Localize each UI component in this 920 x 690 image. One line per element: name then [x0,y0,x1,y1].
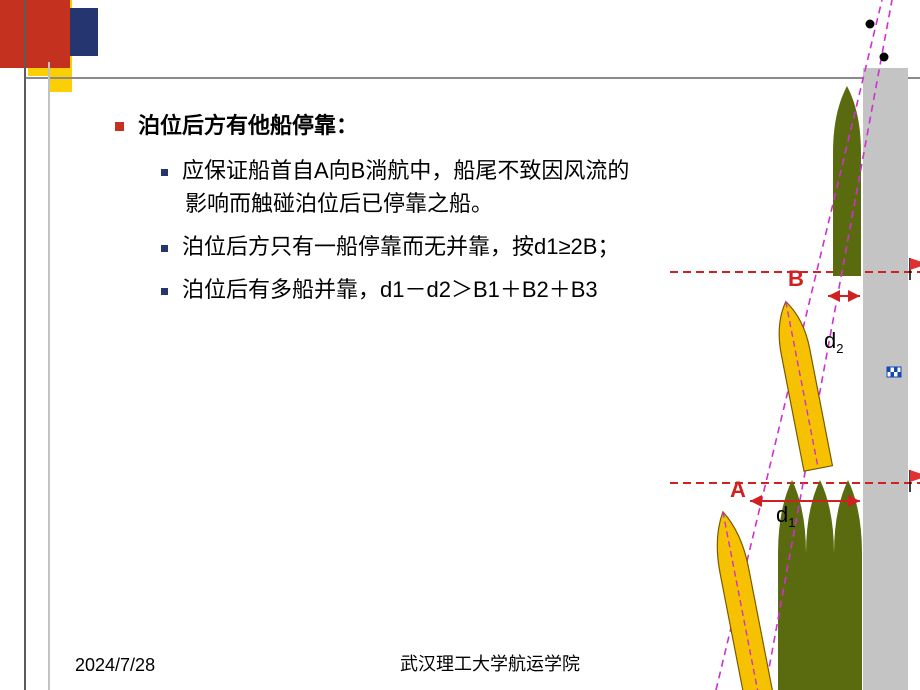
decor-red [0,0,70,68]
header-rule [26,77,920,79]
footer-org: 武汉理工大学航运学院 [400,650,580,676]
list-item: 泊位后有多船并靠，d1－d2＞B1＋B2＋B3 [161,273,645,306]
svg-text:A: A [730,477,746,502]
list-item: 应保证船首自A向B淌航中，船尾不致因风流的影响而触碰泊位后已停靠之船。 [161,154,645,220]
svg-text:d1: d1 [776,502,795,530]
svg-text:B: B [788,266,804,291]
svg-text:d2: d2 [824,328,843,356]
bullet-icon [161,245,168,252]
decor-blue [70,8,98,56]
bullet-text: 应保证船首自A向B淌航中，船尾不致因风流的影响而触碰泊位后已停靠之船。 [182,158,629,216]
vertical-rule-dark [24,0,26,690]
bullet-text: 泊位后方只有一船停靠而无并靠，按d1≥2B； [182,234,619,259]
content-block: 泊位后方有他船停靠： 应保证船首自A向B淌航中，船尾不致因风流的影响而触碰泊位后… [115,108,645,316]
list-item: 泊位后方只有一船停靠而无并靠，按d1≥2B； [161,230,645,263]
bullet-icon [161,169,168,176]
heading: 泊位后方有他船停靠： [115,108,645,140]
bullet-icon [161,288,168,295]
footer-page-number: 5 [888,655,898,676]
footer-date: 2024/7/28 [75,655,155,676]
berthing-diagram: B Ad2 d1 [620,0,920,690]
bullet-icon [115,122,124,131]
vertical-rule-light [48,62,50,690]
heading-text: 泊位后方有他船停靠： [138,113,358,138]
bullet-text: 泊位后有多船并靠，d1－d2＞B1＋B2＋B3 [182,277,598,302]
